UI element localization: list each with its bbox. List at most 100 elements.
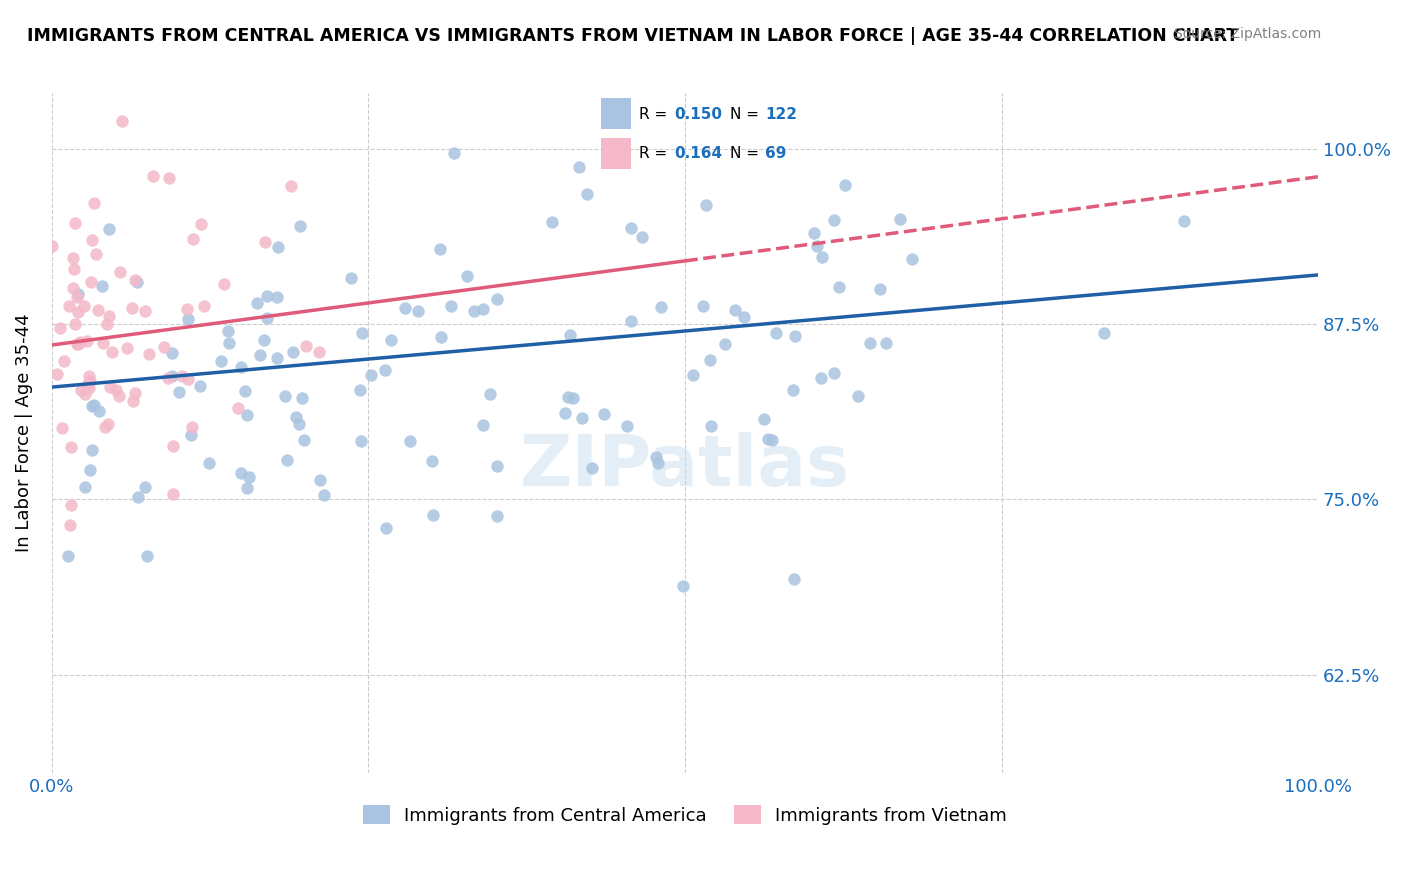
Point [756, 432, 779, 446]
Point [479, 387, 502, 401]
Text: R =: R = [638, 107, 672, 121]
Point [217, 324, 239, 338]
Point [108, 265, 131, 279]
Point [616, 419, 638, 434]
Point [53, 353, 76, 368]
Point [256, 289, 278, 303]
Point [714, 337, 737, 351]
Point [236, 481, 259, 495]
Point [581, 461, 603, 475]
Point [60, 440, 83, 454]
Point [80, 275, 103, 289]
Text: N =: N = [730, 107, 763, 121]
Point [823, 213, 845, 227]
Point [429, 242, 451, 256]
Text: IMMIGRANTS FROM CENTRAL AMERICA VS IMMIGRANTS FROM VIETNAM IN LABOR FORCE | AGE : IMMIGRANTS FROM CENTRAL AMERICA VS IMMIG… [27, 27, 1239, 45]
Point [49, 321, 72, 335]
Point [100, 344, 122, 359]
Point [82, 233, 104, 247]
Point [486, 458, 509, 473]
Point [486, 292, 509, 306]
Point [408, 304, 430, 318]
Point [77, 382, 100, 396]
Point [575, 186, 598, 201]
Point [79, 462, 101, 476]
Point [692, 299, 714, 313]
Point [51, 421, 73, 435]
Point [256, 311, 278, 326]
Point [280, 179, 302, 194]
Point [108, 389, 131, 403]
Point [73, 299, 96, 313]
Point [142, 169, 165, 184]
Text: 122: 122 [765, 107, 797, 121]
Point [340, 271, 363, 285]
Point [422, 508, 444, 523]
Point [869, 282, 891, 296]
Point [157, 371, 180, 385]
Point [209, 354, 232, 368]
Point [699, 353, 721, 368]
Legend: Immigrants from Central America, Immigrants from Vietnam: Immigrants from Central America, Immigra… [356, 798, 1014, 831]
Point [66, 305, 89, 319]
Point [889, 211, 911, 226]
Point [276, 452, 298, 467]
Point [810, 370, 832, 384]
Point [733, 310, 755, 324]
Point [62, 280, 84, 294]
Point [288, 219, 311, 234]
Point [82, 399, 104, 413]
Point [828, 279, 851, 293]
Point [592, 407, 614, 421]
Point [765, 326, 787, 340]
Point [212, 277, 235, 291]
Bar [600, 98, 631, 129]
Text: Source: ZipAtlas.com: Source: ZipAtlas.com [1174, 27, 1322, 41]
Point [236, 408, 259, 422]
Point [181, 232, 204, 246]
Point [56, 549, 79, 563]
Point [723, 303, 745, 318]
Point [562, 391, 585, 405]
Point [65, 337, 87, 351]
Point [620, 221, 643, 235]
Point [83, 196, 105, 211]
Point [77, 368, 100, 383]
Point [846, 388, 869, 402]
Point [901, 252, 924, 266]
Point [295, 339, 318, 353]
Text: ZIPatlas: ZIPatlas [520, 433, 851, 501]
Point [672, 579, 695, 593]
Point [229, 466, 252, 480]
Point [134, 303, 156, 318]
Point [308, 473, 330, 487]
Point [59, 517, 82, 532]
Point [283, 344, 305, 359]
Point [266, 290, 288, 304]
Point [169, 384, 191, 399]
Point [485, 508, 508, 523]
Point [89, 404, 111, 418]
Point [834, 178, 856, 192]
Point [374, 363, 396, 377]
Point [80, 442, 103, 457]
Point [823, 366, 845, 380]
Point [375, 521, 398, 535]
Point [152, 340, 174, 354]
Point [456, 268, 478, 283]
Point [157, 170, 180, 185]
Point [420, 454, 443, 468]
Point [58, 299, 80, 313]
Point [125, 275, 148, 289]
Point [66, 337, 89, 351]
Point [105, 383, 128, 397]
Point [138, 347, 160, 361]
Point [700, 419, 723, 434]
Point [63, 216, 86, 230]
Point [471, 418, 494, 433]
Point [83, 398, 105, 412]
Point [63, 317, 86, 331]
Point [430, 329, 453, 343]
Point [274, 389, 297, 403]
Point [41, 238, 63, 252]
